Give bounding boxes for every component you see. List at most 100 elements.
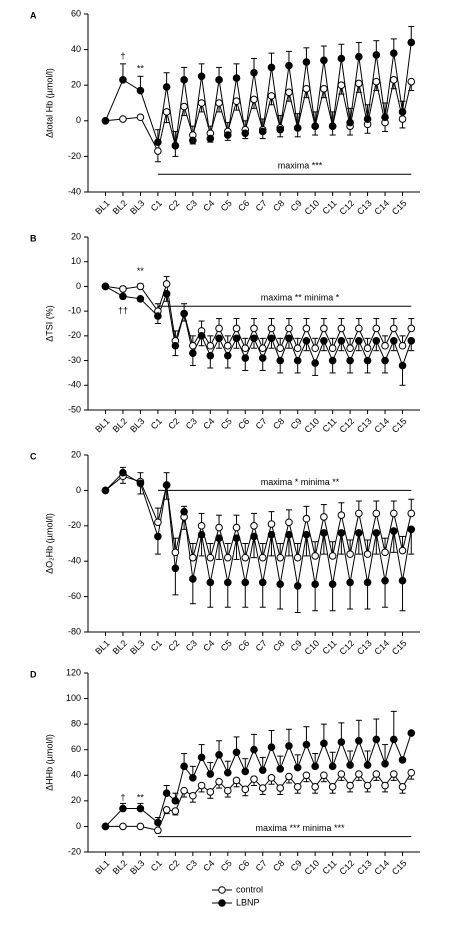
y-tick-label: 0 <box>76 485 81 495</box>
x-tick-label: C9 <box>289 638 304 653</box>
data-point <box>407 77 416 86</box>
data-point <box>346 356 354 365</box>
data-point <box>372 509 381 518</box>
data-point <box>267 63 276 72</box>
data-point <box>372 337 381 345</box>
data-point <box>407 324 416 333</box>
data-point <box>258 354 267 362</box>
x-tick-label: C5 <box>219 858 234 873</box>
y-axis-label: Δtotal Hb (µmol/l) <box>44 68 54 138</box>
data-point <box>171 797 180 805</box>
series-line <box>105 772 412 831</box>
x-tick-label: C4 <box>201 858 216 873</box>
data-point <box>232 97 241 106</box>
bracket-label: maxima * minima ** <box>261 477 340 487</box>
x-tick-label: C4 <box>201 416 216 431</box>
data-point <box>363 115 372 123</box>
data-point <box>258 578 267 587</box>
x-tick-label: C14 <box>372 198 391 217</box>
data-point <box>389 527 398 535</box>
y-tick-label: 60 <box>71 744 81 754</box>
data-point <box>372 77 381 86</box>
data-point <box>154 518 162 527</box>
data-point <box>363 550 372 558</box>
x-tick-label: C5 <box>219 638 234 653</box>
x-tick-label: BL2 <box>111 638 129 656</box>
x-tick-label: C2 <box>166 858 181 873</box>
error-bar <box>312 584 319 612</box>
data-point <box>320 529 328 537</box>
data-point <box>189 349 197 357</box>
data-point <box>258 127 267 136</box>
x-tick-label: C12 <box>337 638 356 657</box>
y-tick-label: -40 <box>68 380 81 390</box>
data-point <box>136 113 145 122</box>
data-point <box>311 359 319 367</box>
data-point <box>276 765 285 773</box>
data-point <box>258 553 267 562</box>
x-tick-label: C15 <box>390 198 409 217</box>
data-point <box>320 513 328 521</box>
data-point <box>241 129 250 138</box>
data-point <box>241 344 250 353</box>
data-point <box>320 337 328 345</box>
data-point <box>162 481 171 489</box>
data-point <box>293 763 302 772</box>
data-point <box>407 337 416 345</box>
data-point <box>171 141 180 150</box>
data-point <box>180 76 188 84</box>
error-bar <box>329 584 336 612</box>
panel-label: A <box>30 10 37 20</box>
data-point <box>189 774 197 782</box>
y-tick-label: 120 <box>66 667 81 677</box>
y-tick-label: 10 <box>71 256 81 266</box>
data-point <box>293 356 302 365</box>
x-tick-label: C13 <box>355 858 374 877</box>
data-point <box>171 564 180 573</box>
series-line <box>105 472 412 587</box>
x-tick-label: C12 <box>337 416 356 435</box>
data-point <box>337 511 346 519</box>
x-tick-label: C5 <box>219 198 234 213</box>
data-point <box>320 771 328 780</box>
data-point <box>320 739 328 748</box>
x-tick-label: C13 <box>355 416 374 435</box>
y-tick-label: -60 <box>68 591 81 601</box>
data-point <box>285 742 293 750</box>
error-bar <box>347 582 354 610</box>
data-point <box>101 822 110 831</box>
data-point <box>381 548 389 557</box>
data-point <box>389 770 398 778</box>
panel-label: D <box>30 669 37 679</box>
data-point <box>337 529 346 537</box>
legend-label: control <box>236 884 263 894</box>
data-point <box>206 351 215 360</box>
x-tick-label: BL3 <box>128 416 146 434</box>
series-line <box>105 79 412 153</box>
x-tick-label: C2 <box>166 416 181 431</box>
data-point <box>215 334 223 343</box>
x-tick-label: BL1 <box>93 198 111 216</box>
data-point <box>232 334 241 343</box>
data-point <box>407 509 416 518</box>
data-point <box>215 76 223 84</box>
data-point <box>241 553 250 562</box>
x-tick-label: C2 <box>166 638 181 653</box>
data-point <box>136 282 145 291</box>
data-point <box>398 108 407 116</box>
y-tick-label: 40 <box>71 770 81 780</box>
data-point <box>407 525 416 534</box>
data-point <box>302 337 311 345</box>
data-point <box>241 767 250 776</box>
data-point <box>154 147 162 155</box>
data-point <box>250 745 258 754</box>
x-tick-label: C1 <box>149 416 164 431</box>
x-tick-label: BL2 <box>111 858 129 876</box>
data-point <box>180 762 188 771</box>
data-point <box>119 292 127 301</box>
data-point <box>250 522 258 530</box>
x-tick-label: C9 <box>289 198 304 213</box>
data-point <box>267 92 276 100</box>
y-tick-label: 60 <box>71 8 81 18</box>
x-tick-label: C8 <box>271 198 286 213</box>
